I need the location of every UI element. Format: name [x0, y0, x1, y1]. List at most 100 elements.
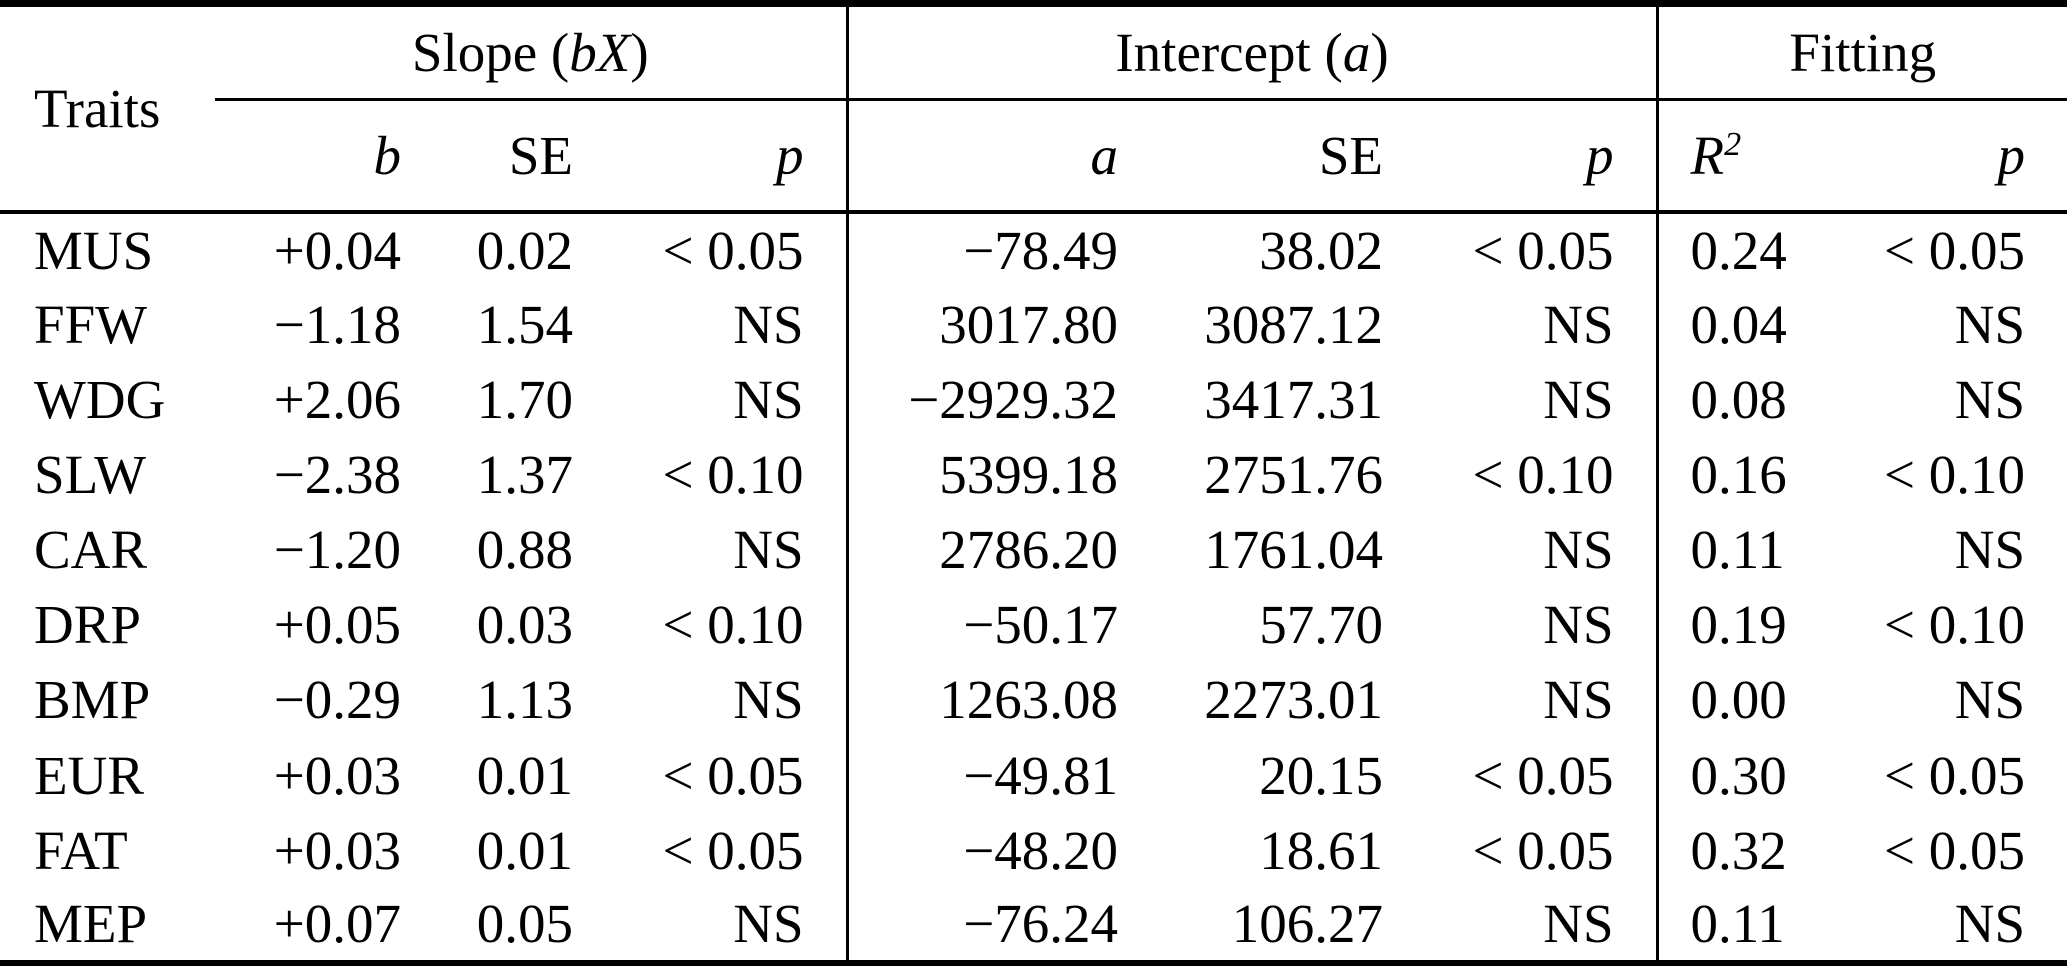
slope-se-header: SE — [415, 99, 587, 214]
cell-intercept-p: < 0.10 — [1472, 443, 1614, 505]
cell-intercept-a: −50.17 — [845, 587, 1133, 663]
cell-intercept-a: 1263.08 — [845, 662, 1133, 738]
fitting-r2-header: R2 — [1655, 99, 1818, 214]
cell-slope-p: < 0.05 — [662, 819, 804, 881]
cell-intercept-a: −76.24 — [845, 887, 1133, 963]
cell-slope-b: −1.18 — [273, 293, 401, 355]
cell-slope-se: 0.03 — [476, 594, 573, 656]
cell-slope-b: −2.38 — [273, 443, 401, 505]
cell-intercept-p: < 0.05 — [1472, 819, 1614, 881]
cell-fitting-r2: 0.30 — [1655, 737, 1818, 813]
slope-header-prefix: Slope ( — [411, 22, 570, 83]
fitting-header-label: Fitting — [1789, 22, 1937, 83]
r-squared-base: R — [1690, 124, 1725, 186]
cell-fitting-p: NS — [1954, 669, 2026, 731]
cell-slope-p: < 0.10 — [662, 594, 804, 656]
cell-slope-se: 0.02 — [476, 219, 573, 281]
cell-intercept-p: NS — [1543, 669, 1614, 731]
cell-slope-b: +0.05 — [273, 594, 401, 656]
cell-slope-se: 1.37 — [476, 443, 573, 505]
cell-slope-p: NS — [733, 293, 804, 355]
cell-fitting-r2: 0.16 — [1655, 436, 1818, 513]
cell-intercept-se: 18.61 — [1259, 819, 1384, 881]
table-body: MUS +0.04 0.02 < 0.05 −78.49 38.02 < 0.0… — [0, 211, 2067, 963]
cell-intercept-a: −49.81 — [845, 737, 1133, 813]
cell-fitting-r2: 0.00 — [1655, 662, 1818, 738]
cell-intercept-p: NS — [1543, 368, 1614, 430]
cell-trait: MUS — [34, 219, 154, 281]
cell-slope-p: NS — [733, 519, 804, 581]
cell-intercept-se: 1761.04 — [1204, 519, 1384, 581]
cell-trait: CAR — [34, 519, 148, 581]
fitting-group-header: Fitting — [1655, 3, 2067, 101]
cell-trait: SLW — [34, 443, 147, 505]
cell-intercept-p: NS — [1543, 293, 1614, 355]
cell-intercept-se: 38.02 — [1259, 219, 1384, 281]
cell-slope-se: 1.54 — [476, 293, 573, 355]
cell-fitting-p: < 0.05 — [1884, 819, 2026, 881]
cell-intercept-p: NS — [1543, 519, 1614, 581]
cell-intercept-se: 20.15 — [1259, 744, 1384, 806]
slope-header-suffix: ) — [630, 22, 649, 83]
cell-trait: EUR — [34, 744, 144, 806]
cell-intercept-a: −78.49 — [845, 211, 1133, 287]
cell-trait: FFW — [34, 293, 148, 355]
cell-fitting-p: < 0.10 — [1884, 443, 2026, 505]
intercept-group-header: Intercept (a) — [845, 3, 1658, 101]
table-row: EUR +0.03 0.01 < 0.05 −49.81 20.15 < 0.0… — [0, 737, 2067, 813]
cell-intercept-a: −2929.32 — [845, 361, 1133, 437]
intercept-se-header: SE — [1132, 99, 1398, 214]
cell-intercept-se: 3087.12 — [1204, 293, 1384, 355]
group-header-row: Traits Slope (bX) Intercept (a) Fitting — [0, 3, 2067, 214]
traits-column-header: Traits — [0, 3, 215, 214]
cell-intercept-a: −48.20 — [845, 812, 1133, 888]
cell-intercept-p: NS — [1543, 893, 1614, 955]
fitting-p-header: p — [1817, 99, 2067, 214]
cell-trait: MEP — [34, 893, 148, 955]
table-row: MUS +0.04 0.02 < 0.05 −78.49 38.02 < 0.0… — [0, 211, 2067, 287]
cell-fitting-p: NS — [1954, 519, 2026, 581]
table-row: WDG +2.06 1.70 NS −2929.32 3417.31 NS 0.… — [0, 361, 2067, 437]
intercept-header-symbol: a — [1342, 22, 1371, 83]
cell-intercept-a: 5399.18 — [845, 436, 1133, 513]
table-row: FAT +0.03 0.01 < 0.05 −48.20 18.61 < 0.0… — [0, 812, 2067, 888]
cell-intercept-p: NS — [1543, 594, 1614, 656]
cell-slope-se: 0.01 — [476, 819, 573, 881]
intercept-a-header: a — [845, 99, 1133, 214]
cell-fitting-r2: 0.24 — [1655, 211, 1818, 287]
slope-header-symbol: bX — [569, 22, 631, 83]
cell-slope-b: +2.06 — [273, 368, 401, 430]
cell-slope-se: 0.88 — [476, 519, 573, 581]
cell-intercept-a: 2786.20 — [845, 512, 1133, 588]
cell-fitting-r2: 0.04 — [1655, 286, 1818, 362]
cell-slope-p: < 0.10 — [662, 443, 804, 505]
cell-slope-p: < 0.05 — [662, 744, 804, 806]
slope-p-header: p — [587, 99, 848, 214]
cell-slope-p: < 0.05 — [662, 219, 804, 281]
cell-slope-se: 0.05 — [476, 893, 573, 955]
intercept-p-header: p — [1397, 99, 1658, 214]
cell-fitting-p: < 0.05 — [1884, 744, 2026, 806]
traits-label: Traits — [34, 77, 161, 139]
sub-header-row: b SE p a SE p R2 p — [0, 99, 2067, 214]
cell-slope-b: +0.07 — [273, 893, 401, 955]
cell-slope-b: −0.29 — [273, 669, 401, 731]
cell-trait: WDG — [34, 368, 166, 430]
table-row: SLW −2.38 1.37 < 0.10 5399.18 2751.76 < … — [0, 436, 2067, 513]
cell-slope-p: NS — [733, 368, 804, 430]
cell-slope-se: 0.01 — [476, 744, 573, 806]
cell-fitting-r2: 0.11 — [1655, 512, 1818, 588]
cell-intercept-p: < 0.05 — [1472, 219, 1614, 281]
cell-slope-b: +0.04 — [273, 219, 401, 281]
cell-intercept-se: 2273.01 — [1204, 669, 1384, 731]
slope-group-header: Slope (bX) — [215, 3, 848, 101]
cell-slope-b: +0.03 — [273, 744, 401, 806]
cell-trait: BMP — [34, 669, 151, 731]
cell-intercept-a: 3017.80 — [845, 286, 1133, 362]
table-row: CAR −1.20 0.88 NS 2786.20 1761.04 NS 0.1… — [0, 512, 2067, 588]
cell-slope-se: 1.13 — [476, 669, 573, 731]
intercept-header-suffix: ) — [1370, 22, 1389, 83]
cell-slope-se: 1.70 — [476, 368, 573, 430]
